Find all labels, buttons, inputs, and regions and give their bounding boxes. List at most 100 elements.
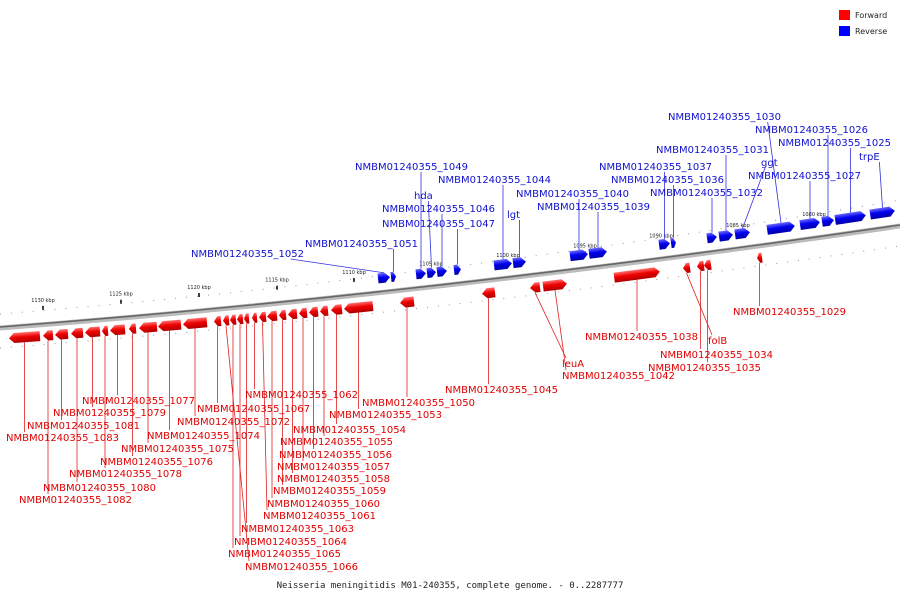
reverse-gene-label-nmbm01240355-1047[interactable]: NMBM01240355_1047 [382,219,495,230]
reverse-gene-arrow[interactable] [869,206,895,220]
forward-gene-arrow[interactable] [331,304,343,315]
reverse-gene-label-nmbm01240355-1052[interactable]: NMBM01240355_1052 [191,249,304,260]
forward-gene-label-nmbm01240355-1063[interactable]: NMBM01240355_1063 [241,524,354,535]
reverse-gene-label-nmbm01240355-1031[interactable]: NMBM01240355_1031 [656,145,769,156]
forward-gene-label-nmbm01240355-1074[interactable]: NMBM01240355_1074 [147,431,260,442]
forward-gene-label-nmbm01240355-1038[interactable]: NMBM01240355_1038 [585,332,698,343]
reverse-gene-label-lgt[interactable]: lgt [507,210,520,221]
forward-gene-label-nmbm01240355-1060[interactable]: NMBM01240355_1060 [267,499,380,510]
forward-gene-label-nmbm01240355-1029[interactable]: NMBM01240355_1029 [733,307,846,318]
forward-gene-label-nmbm01240355-1066[interactable]: NMBM01240355_1066 [245,562,358,573]
forward-gene-arrow[interactable] [481,287,496,299]
reverse-gene-label-hda[interactable]: hda [414,191,433,202]
reverse-gene-arrow[interactable] [569,249,588,262]
reverse-gene-arrow[interactable] [588,247,607,259]
forward-gene-arrow[interactable] [529,281,541,293]
forward-gene-label-nmbm01240355-1059[interactable]: NMBM01240355_1059 [273,486,386,497]
forward-gene-arrow[interactable] [110,324,126,336]
forward-gene-arrow[interactable] [183,317,208,329]
reverse-gene-arrow[interactable] [512,257,526,269]
reverse-gene-label-nmbm01240355-1049[interactable]: NMBM01240355_1049 [355,162,468,173]
forward-gene-label-nmbm01240355-1057[interactable]: NMBM01240355_1057 [277,462,390,473]
forward-gene-arrow[interactable] [71,327,84,339]
forward-gene-label-nmbm01240355-1054[interactable]: NMBM01240355_1054 [293,425,406,436]
reverse-gene-arrow[interactable] [706,232,717,244]
forward-gene-label-nmbm01240355-1050[interactable]: NMBM01240355_1050 [362,398,475,409]
reverse-gene-arrow[interactable] [453,264,461,276]
reverse-gene-label-nmbm01240355-1026[interactable]: NMBM01240355_1026 [755,125,868,136]
reverse-gene-label-trpe[interactable]: trpE [859,152,880,163]
forward-gene-label-nmbm01240355-1082[interactable]: NMBM01240355_1082 [19,495,132,506]
forward-gene-label-nmbm01240355-1053[interactable]: NMBM01240355_1053 [329,410,442,421]
reverse-gene-label-nmbm01240355-1046[interactable]: NMBM01240355_1046 [382,204,495,215]
forward-gene-arrow[interactable] [756,252,763,264]
reverse-gene-label-nmbm01240355-1044[interactable]: NMBM01240355_1044 [438,175,551,186]
forward-gene-arrow[interactable] [252,312,258,323]
reverse-gene-arrow[interactable] [718,230,733,242]
forward-gene-arrow[interactable] [158,319,182,332]
reverse-gene-label-nmbm01240355-1037[interactable]: NMBM01240355_1037 [599,162,712,173]
reverse-gene-arrow[interactable] [834,210,866,225]
reverse-gene-label-nmbm01240355-1040[interactable]: NMBM01240355_1040 [516,189,629,200]
reverse-gene-label-nmbm01240355-1025[interactable]: NMBM01240355_1025 [778,138,891,149]
forward-gene-arrow[interactable] [288,308,298,320]
reverse-gene-label-nmbm01240355-1036[interactable]: NMBM01240355_1036 [611,175,724,186]
reverse-gene-arrow[interactable] [426,267,436,279]
forward-gene-label-nmbm01240355-1055[interactable]: NMBM01240355_1055 [280,437,393,448]
reverse-gene-label-nmbm01240355-1027[interactable]: NMBM01240355_1027 [748,171,861,182]
forward-gene-arrow[interactable] [85,326,101,338]
forward-gene-arrow[interactable] [613,267,661,283]
forward-gene-arrow[interactable] [279,309,287,321]
forward-gene-label-nmbm01240355-1058[interactable]: NMBM01240355_1058 [277,474,390,485]
reverse-gene-label-nmbm01240355-1030[interactable]: NMBM01240355_1030 [668,112,781,123]
forward-gene-arrow[interactable] [542,279,567,292]
forward-gene-label-nmbm01240355-1061[interactable]: NMBM01240355_1061 [263,511,376,522]
reverse-gene-label-nmbm01240355-1051[interactable]: NMBM01240355_1051 [305,239,418,250]
reverse-gene-label-nmbm01240355-1032[interactable]: NMBM01240355_1032 [650,188,763,199]
forward-gene-label-nmbm01240355-1083[interactable]: NMBM01240355_1083 [6,433,119,444]
forward-gene-label-nmbm01240355-1076[interactable]: NMBM01240355_1076 [100,457,213,468]
forward-gene-label-nmbm01240355-1078[interactable]: NMBM01240355_1078 [69,469,182,480]
forward-gene-arrow[interactable] [102,325,109,336]
forward-gene-label-nmbm01240355-1080[interactable]: NMBM01240355_1080 [43,483,156,494]
forward-gene-label-nmbm01240355-1079[interactable]: NMBM01240355_1079 [53,408,166,419]
forward-gene-label-nmbm01240355-1072[interactable]: NMBM01240355_1072 [177,417,290,428]
forward-gene-arrow[interactable] [682,262,691,274]
reverse-gene-arrow[interactable] [734,227,750,240]
reverse-gene-arrow[interactable] [377,272,391,284]
forward-gene-label-nmbm01240355-1067[interactable]: NMBM01240355_1067 [197,404,310,415]
forward-gene-arrow[interactable] [267,310,278,322]
forward-gene-arrow[interactable] [237,313,244,325]
forward-gene-label-nmbm01240355-1062[interactable]: NMBM01240355_1062 [245,390,358,401]
forward-gene-arrow[interactable] [139,321,158,333]
forward-gene-arrow[interactable] [259,311,267,323]
forward-gene-label-nmbm01240355-1056[interactable]: NMBM01240355_1056 [279,450,392,461]
forward-gene-arrow[interactable] [399,296,415,308]
forward-gene-label-nmbm01240355-1042[interactable]: NMBM01240355_1042 [562,371,675,382]
reverse-gene-arrow[interactable] [436,266,447,277]
forward-gene-label-nmbm01240355-1075[interactable]: NMBM01240355_1075 [121,444,234,455]
forward-gene-label-nmbm01240355-1034[interactable]: NMBM01240355_1034 [660,350,773,361]
forward-gene-label-nmbm01240355-1081[interactable]: NMBM01240355_1081 [27,421,140,432]
forward-gene-arrow[interactable] [214,316,222,327]
reverse-gene-arrow[interactable] [658,238,670,250]
forward-gene-label-folb[interactable]: folB [708,336,727,347]
forward-gene-arrow[interactable] [244,313,250,324]
forward-gene-arrow[interactable] [129,323,137,334]
forward-gene-arrow[interactable] [55,328,69,340]
forward-gene-arrow[interactable] [299,307,308,319]
forward-gene-arrow[interactable] [223,315,230,326]
forward-gene-arrow[interactable] [309,306,319,318]
forward-gene-label-leua[interactable]: leuA [562,359,584,370]
forward-gene-label-nmbm01240355-1035[interactable]: NMBM01240355_1035 [648,363,761,374]
reverse-gene-arrow[interactable] [670,237,676,249]
forward-gene-label-nmbm01240355-1045[interactable]: NMBM01240355_1045 [445,385,558,396]
reverse-gene-arrow[interactable] [821,215,834,227]
reverse-gene-arrow[interactable] [493,258,512,271]
reverse-gene-label-ggt[interactable]: ggt [761,158,778,169]
forward-gene-arrow[interactable] [320,305,329,317]
forward-gene-arrow[interactable] [696,260,705,272]
reverse-gene-arrow[interactable] [415,268,426,280]
reverse-gene-arrow[interactable] [799,217,820,231]
forward-gene-arrow[interactable] [703,259,712,271]
